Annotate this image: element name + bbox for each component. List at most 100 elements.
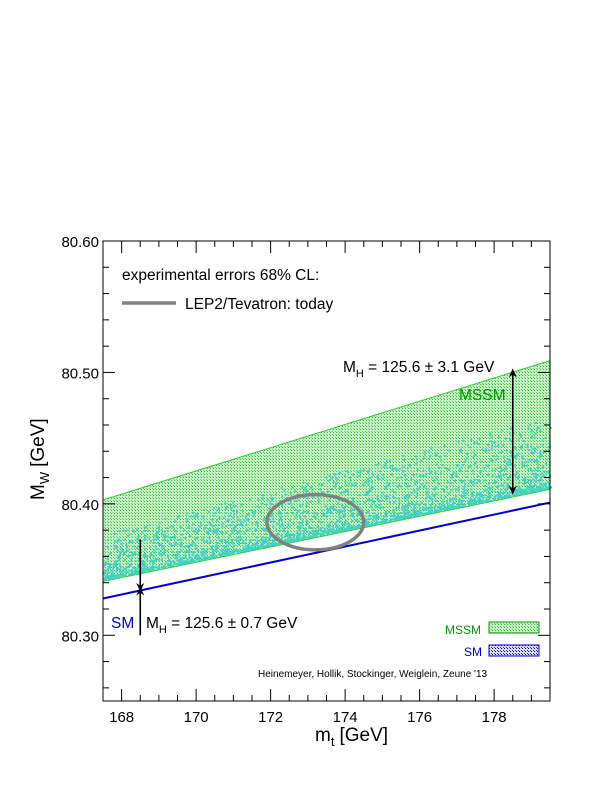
mssm-point <box>209 540 212 543</box>
mssm-point <box>329 478 332 481</box>
mssm-point <box>530 436 533 439</box>
mssm-point <box>518 481 521 484</box>
mssm-point <box>216 528 219 531</box>
mssm-point <box>174 537 176 540</box>
mssm-point <box>329 529 332 532</box>
mssm-point <box>115 546 117 549</box>
mssm-point <box>288 536 291 539</box>
mssm-point <box>540 475 543 478</box>
mssm-point <box>289 540 291 543</box>
mssm-point <box>505 449 508 452</box>
mssm-point <box>425 503 428 506</box>
x-tick-label: 168 <box>109 709 134 726</box>
mssm-point <box>171 544 174 547</box>
mssm-point <box>235 540 238 543</box>
mssm-point <box>382 474 385 477</box>
mssm-point <box>431 511 434 514</box>
mssm-point <box>309 518 312 521</box>
mssm-point <box>424 508 427 511</box>
mssm-point <box>225 553 228 556</box>
mssm-point <box>191 559 194 562</box>
mssm-point <box>134 571 137 574</box>
mssm-point <box>184 550 186 553</box>
mssm-point <box>218 524 221 527</box>
mssm-point <box>367 480 370 483</box>
mssm-point <box>293 534 296 537</box>
mssm-point <box>375 514 378 516</box>
mssm-range-arrow-top-head <box>508 368 517 378</box>
mssm-point <box>455 475 458 477</box>
mssm-point <box>491 444 493 447</box>
mssm-point <box>158 564 161 567</box>
mssm-point <box>487 487 490 490</box>
mssm-point <box>176 553 179 556</box>
mssm-point <box>117 575 120 578</box>
mssm-point <box>131 572 134 575</box>
mssm-point <box>304 528 307 531</box>
mssm-point <box>301 503 304 506</box>
mssm-point <box>296 511 299 514</box>
mssm-point <box>217 508 220 510</box>
mssm-point <box>275 535 278 537</box>
mssm-point <box>268 507 270 510</box>
mssm-point <box>310 535 313 538</box>
mssm-point <box>456 464 459 467</box>
mssm-point <box>332 525 334 528</box>
mssm-point <box>369 477 372 479</box>
mssm-point <box>196 536 199 539</box>
mssm-point <box>542 465 545 468</box>
mssm-point <box>124 529 127 532</box>
mssm-point <box>438 503 441 505</box>
mssm-point <box>207 530 210 533</box>
x-axis-title-sub: t <box>331 734 335 749</box>
mssm-point <box>330 520 333 523</box>
mssm-point <box>338 513 341 516</box>
mssm-point <box>537 427 540 429</box>
mssm-point <box>414 483 417 486</box>
mssm-point <box>149 560 152 563</box>
mssm-point <box>265 503 268 506</box>
mssm-point <box>323 529 326 532</box>
mssm-point <box>298 514 301 517</box>
mssm-point <box>416 480 419 483</box>
mssm-point <box>377 478 380 481</box>
mssm-point <box>116 567 119 570</box>
mssm-point <box>353 527 356 530</box>
mssm-point <box>236 519 239 522</box>
mssm-point <box>354 484 357 487</box>
mssm-point <box>210 524 213 527</box>
mssm-point <box>263 530 266 533</box>
mssm-point <box>121 548 124 551</box>
mssm-point <box>240 537 242 540</box>
mssm-point <box>452 503 455 506</box>
mssm-point <box>203 528 206 531</box>
mssm-point <box>311 488 314 491</box>
mssm-point <box>284 533 287 536</box>
mssm-point <box>195 558 198 561</box>
x-tick-label: 178 <box>482 709 507 726</box>
mssm-point <box>236 536 239 539</box>
mssm-point <box>228 534 231 537</box>
mssm-point <box>341 522 344 525</box>
mssm-point <box>549 486 552 489</box>
mssm-point <box>442 488 444 491</box>
mssm-point <box>318 529 321 532</box>
mssm-point <box>203 518 206 521</box>
y-tick-label: 80.40 <box>61 497 99 514</box>
mssm-point <box>185 549 188 552</box>
mssm-mh-main: M <box>343 359 356 376</box>
mssm-point <box>450 504 453 507</box>
mssm-point <box>164 549 167 552</box>
mssm-point <box>428 466 430 469</box>
mssm-point <box>280 487 283 490</box>
mssm-point <box>120 546 123 549</box>
mssm-point <box>349 514 352 517</box>
mssm-point <box>388 497 391 500</box>
mssm-point <box>149 540 152 543</box>
mssm-point <box>505 462 508 465</box>
mssm-point <box>162 553 165 555</box>
mssm-point <box>164 518 167 521</box>
mssm-point <box>337 509 340 512</box>
mssm-point <box>129 573 132 576</box>
mssm-point <box>401 507 404 510</box>
